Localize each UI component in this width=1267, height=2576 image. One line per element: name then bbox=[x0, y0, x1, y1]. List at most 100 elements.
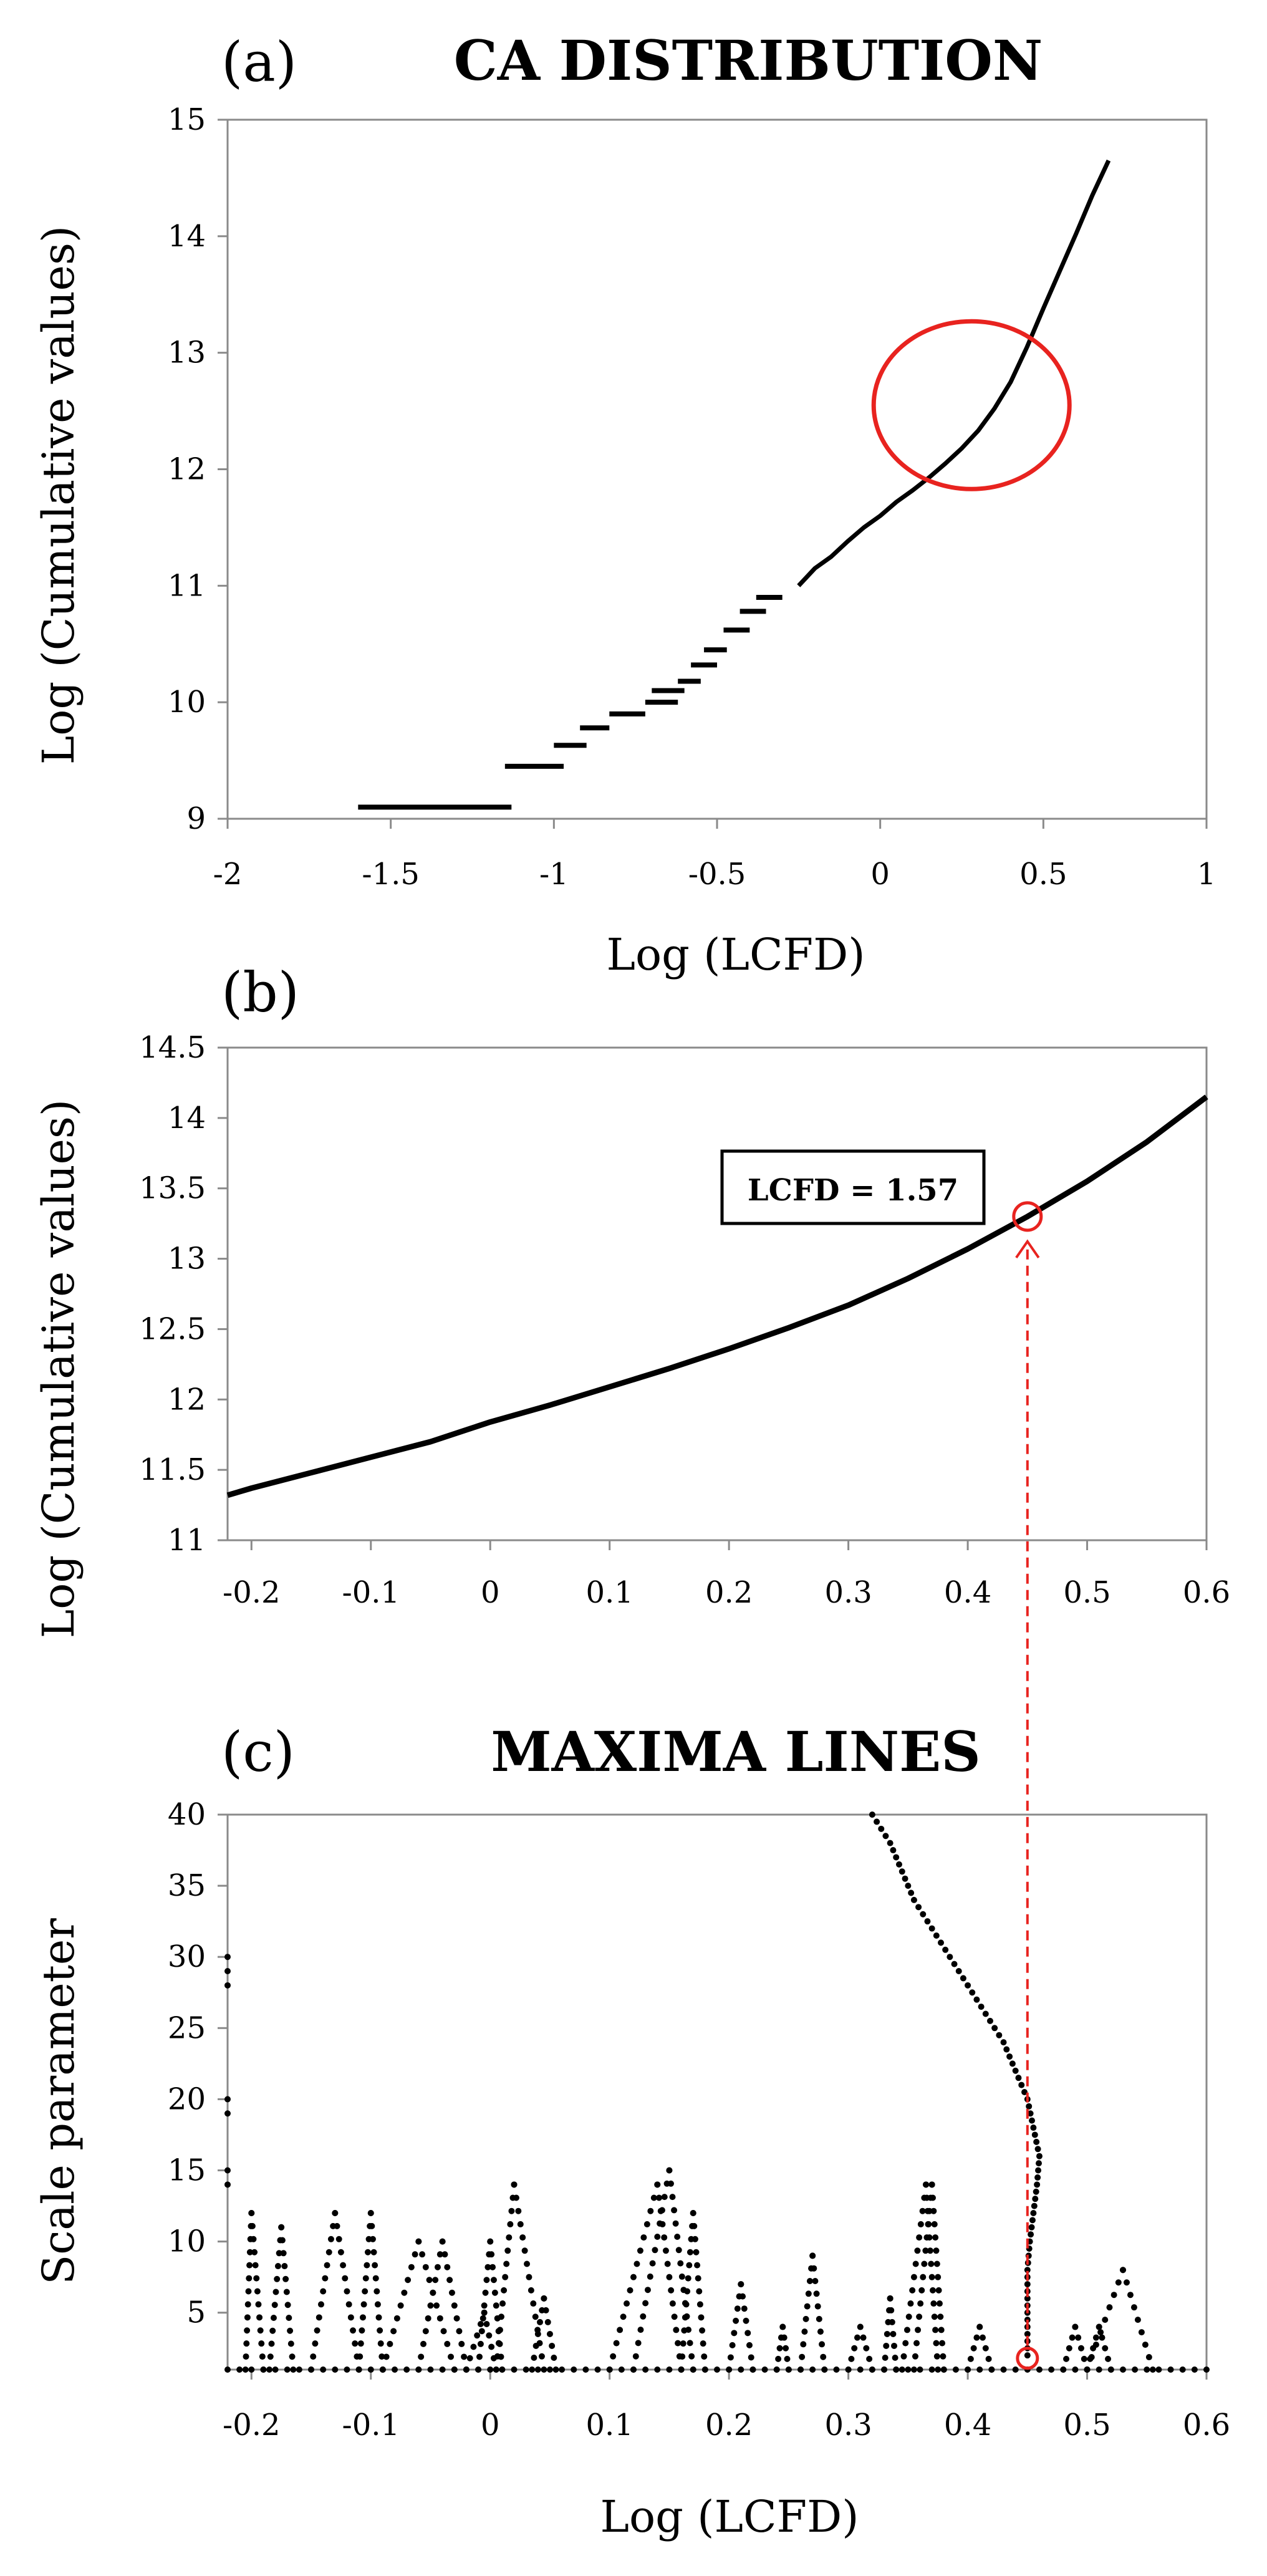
c-spike-point bbox=[988, 2366, 995, 2373]
c-spike-point bbox=[940, 2353, 947, 2360]
plot-b: -0.2 -0.1 0 0.1 0.2 0.3 0.4 0.5 0.6 11 11.5 12 12.5 1… bbox=[139, 1030, 1230, 1610]
c-spike-point bbox=[630, 2366, 637, 2373]
c-baseline-point bbox=[224, 2366, 231, 2373]
c-spike-point bbox=[695, 2275, 701, 2282]
c-spike-point bbox=[370, 2249, 377, 2255]
c-spike-point bbox=[800, 2341, 807, 2348]
c-main-line-point bbox=[1034, 2174, 1041, 2181]
c-spike-point bbox=[308, 2366, 315, 2373]
c-main-line-point bbox=[915, 1904, 922, 1911]
c-main-line-point bbox=[878, 1825, 885, 1832]
c-spike-point bbox=[477, 2320, 484, 2327]
c-spike-point bbox=[982, 2345, 989, 2352]
c-spike-point bbox=[405, 2277, 412, 2284]
c-baseline-point bbox=[1119, 2366, 1126, 2373]
c-main-line-point bbox=[1024, 2281, 1031, 2288]
c-spike-point bbox=[933, 2247, 940, 2254]
c-baseline-point bbox=[761, 2366, 768, 2373]
c-spike-point bbox=[691, 2236, 698, 2242]
c-spike-point bbox=[805, 2290, 812, 2297]
c-spike-point bbox=[490, 2277, 497, 2284]
c-spike-point bbox=[415, 2238, 422, 2245]
c-main-line-point bbox=[1015, 2075, 1022, 2082]
c-spike-point bbox=[890, 2330, 897, 2337]
c-main-line-point bbox=[991, 2025, 998, 2032]
c-main-line-point bbox=[951, 1961, 958, 1967]
c-main-line-point bbox=[1033, 2188, 1039, 2195]
c-spike-point bbox=[910, 2366, 917, 2373]
c-spike-point bbox=[528, 2287, 534, 2294]
c-spike-point bbox=[913, 2340, 920, 2347]
c-spike-point bbox=[673, 2327, 680, 2333]
c-spike-point bbox=[1096, 2323, 1102, 2330]
c-spike-point bbox=[282, 2275, 289, 2282]
c-spike-point bbox=[477, 2340, 484, 2347]
a-ytick-label: 10 bbox=[168, 685, 206, 720]
c-spike-point bbox=[344, 2288, 350, 2295]
c-main-line-point bbox=[1018, 2082, 1025, 2088]
c-main-line-point bbox=[1026, 2103, 1033, 2110]
c-main-line-point bbox=[882, 1833, 889, 1840]
c-spike-point bbox=[644, 2287, 651, 2294]
c-spike-point bbox=[685, 2275, 691, 2282]
c-baseline-point bbox=[236, 2366, 243, 2373]
c-spike-point bbox=[536, 2318, 543, 2325]
c-spike-point bbox=[374, 2301, 381, 2308]
c-spike-point bbox=[244, 2327, 251, 2334]
c-spike-point bbox=[857, 2323, 864, 2330]
c-spike-point bbox=[532, 2342, 539, 2349]
c-spike-point bbox=[666, 2167, 673, 2174]
c-spike-point bbox=[637, 2327, 644, 2333]
c-baseline-point bbox=[332, 2366, 339, 2373]
c-spike-point bbox=[335, 2236, 342, 2242]
c-spike-point bbox=[359, 2314, 366, 2321]
c-spike-point bbox=[624, 2300, 630, 2307]
c-spike-point bbox=[1107, 2366, 1114, 2373]
c-spike-point bbox=[938, 2327, 945, 2333]
c-baseline-point bbox=[1203, 2366, 1210, 2373]
c-spike-point bbox=[499, 2300, 506, 2307]
c-spike-point bbox=[797, 2366, 804, 2373]
c-spike-point bbox=[546, 2330, 553, 2337]
b-xtick-label: 0.4 bbox=[944, 1575, 991, 1610]
b-frame bbox=[226, 1046, 1208, 1541]
c-spike-point bbox=[422, 2328, 429, 2335]
c-spike-point bbox=[332, 2209, 339, 2216]
c-baseline-point bbox=[403, 2366, 410, 2373]
c-spike-point bbox=[378, 2353, 385, 2360]
c-spike-point bbox=[498, 2313, 504, 2320]
c-spike-point bbox=[980, 2334, 986, 2341]
c-baseline-point bbox=[714, 2366, 720, 2373]
c-main-line-point bbox=[890, 1847, 897, 1854]
panel-b: (b) Log (Cumulative values) -0.2 -0.1 0 0.1… bbox=[33, 960, 1230, 1638]
c-spike-point bbox=[912, 2260, 919, 2267]
c-spike-point bbox=[779, 2323, 786, 2330]
c-baseline-point bbox=[1012, 2366, 1019, 2373]
c-spike-point bbox=[334, 2222, 340, 2229]
c-spike-point bbox=[701, 2366, 708, 2373]
c-spike-point bbox=[630, 2274, 637, 2280]
c-main-line-point bbox=[1000, 2039, 1007, 2046]
c-spike-point bbox=[1127, 2292, 1134, 2299]
c-spike-point bbox=[542, 2307, 549, 2313]
c-main-line-point bbox=[928, 1925, 935, 1932]
c-spike-point bbox=[327, 2236, 334, 2242]
c-main-line-point bbox=[937, 1939, 944, 1946]
c-spike-point bbox=[538, 2353, 545, 2360]
c-spike-point bbox=[965, 2366, 971, 2373]
c-spike-point bbox=[1102, 2345, 1109, 2352]
c-spike-point bbox=[444, 2264, 451, 2270]
c-spike-point bbox=[483, 2320, 490, 2327]
c-spike-point bbox=[854, 2334, 860, 2341]
panel-a: (a) CA DISTRIBUTION Log (Cumulative valu… bbox=[33, 28, 1216, 980]
c-spike-point bbox=[881, 2366, 888, 2373]
c-baseline-point bbox=[559, 2366, 566, 2373]
c-spike-point bbox=[930, 2194, 937, 2201]
c-spike-point bbox=[408, 2264, 415, 2270]
c-spike-point bbox=[935, 2287, 942, 2294]
c-spike-point bbox=[680, 2340, 686, 2347]
c-spike-point bbox=[739, 2293, 746, 2300]
c-spike-point bbox=[246, 2249, 253, 2255]
c-spike-point bbox=[916, 2313, 923, 2320]
c-spike-point bbox=[669, 2194, 676, 2201]
